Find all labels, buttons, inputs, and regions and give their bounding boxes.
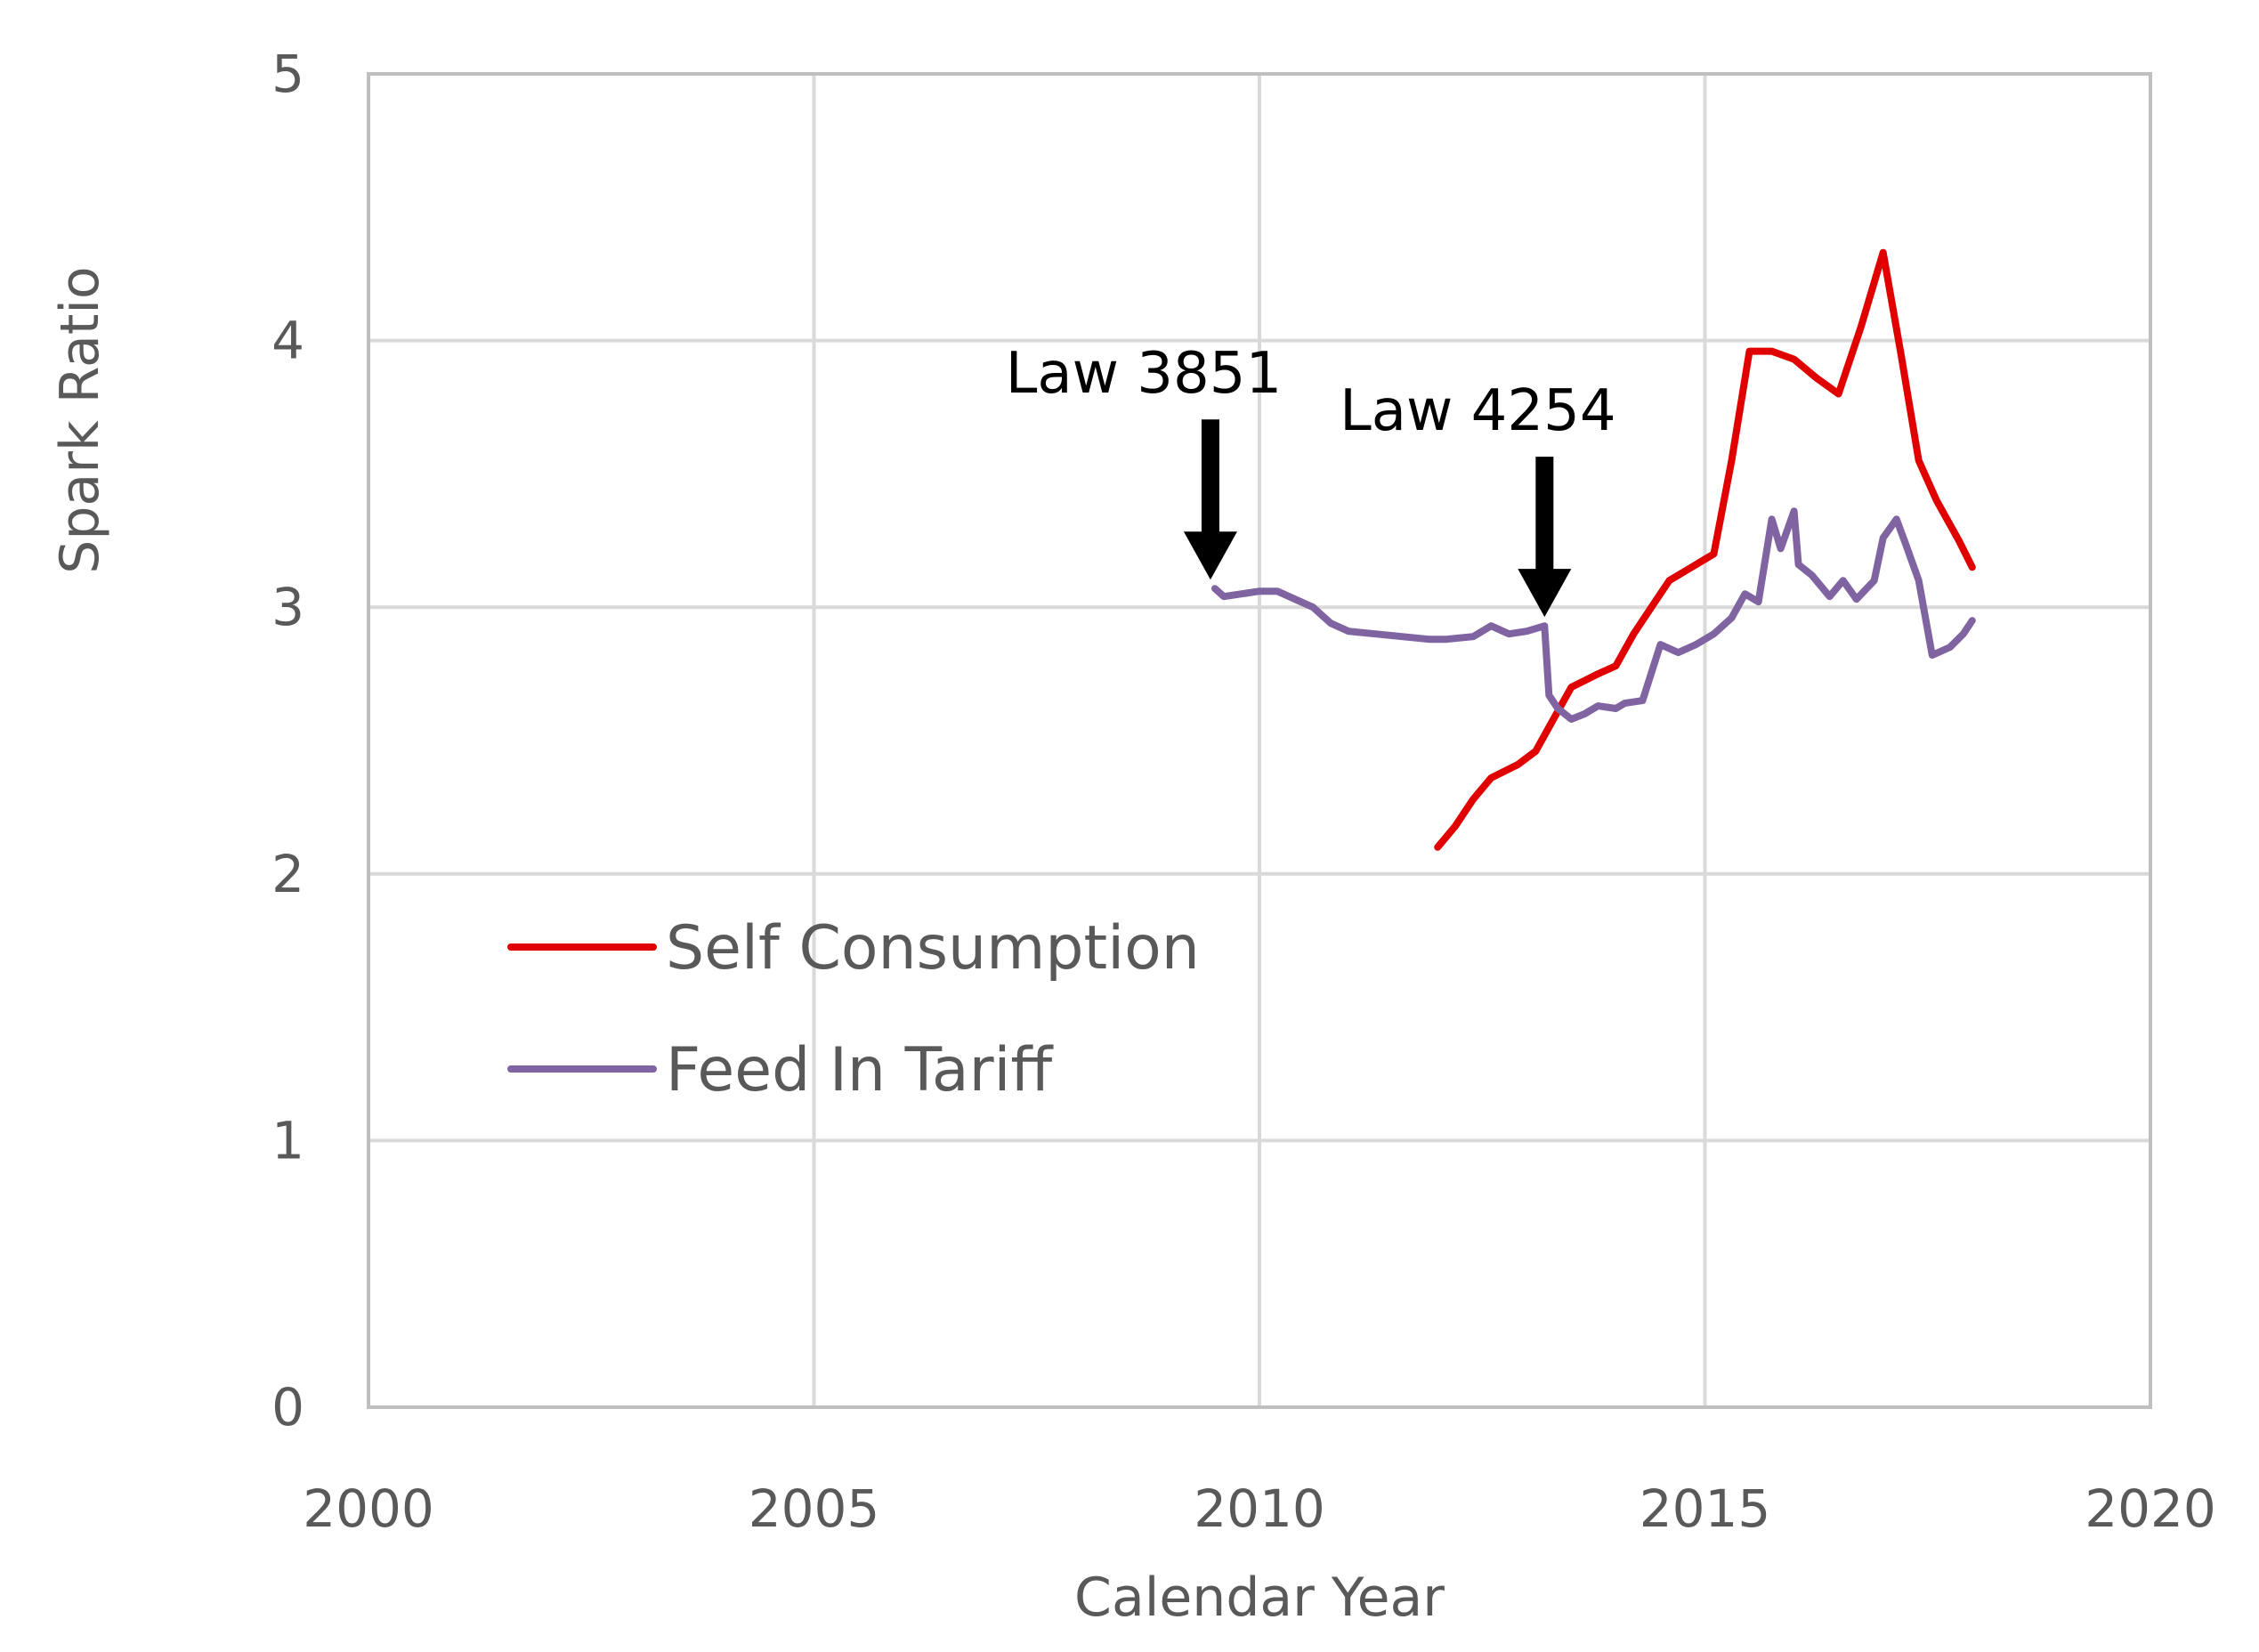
axis-ticks: 0 1 2 3 4 5 2000 2005 2010 2015 2020 [271, 44, 2216, 1539]
legend-label: Self Consumption [666, 913, 1200, 984]
y-tick-label-4: 4 [271, 311, 304, 371]
x-tick-label-2000: 2000 [303, 1478, 434, 1539]
annotations: Law 3851 Law 4254 [1006, 341, 1616, 618]
x-tick-label-2005: 2005 [749, 1478, 880, 1539]
y-tick-label-3: 3 [271, 577, 304, 637]
series-lines [1210, 248, 1976, 851]
y-tick-label-0: 0 [271, 1377, 304, 1437]
annotation-label: Law 3851 [1006, 341, 1282, 407]
y-tick-label-2: 2 [271, 844, 304, 904]
series-line-feed-in-tariff [1210, 507, 1976, 723]
annotation-1: Law 3851 [1006, 341, 1282, 580]
legend: Self Consumption Feed In Tariff [507, 913, 1200, 1105]
annotation-label: Law 4254 [1340, 378, 1615, 444]
legend-item-self-consumption: Self Consumption [507, 913, 1200, 984]
y-axis-title: Spark Ratio [49, 266, 111, 573]
arrow-down-icon [1183, 531, 1237, 580]
arrow-down-icon [1518, 569, 1572, 618]
plot-area-frame [367, 72, 2152, 1409]
annotation-2: Law 4254 [1340, 378, 1616, 618]
x-tick-label-2015: 2015 [1640, 1478, 1771, 1539]
legend-item-feed-in-tariff: Feed In Tariff [507, 1035, 1054, 1105]
x-axis-title: Calendar Year [1074, 1567, 1445, 1629]
x-tick-label-2020: 2020 [2085, 1478, 2216, 1539]
y-tick-label-5: 5 [271, 44, 304, 104]
legend-label: Feed In Tariff [666, 1035, 1054, 1105]
grid [367, 72, 2152, 1409]
x-tick-label-2010: 2010 [1194, 1478, 1325, 1539]
y-tick-label-1: 1 [271, 1110, 304, 1170]
series-line-self-consumption [1434, 248, 1976, 851]
